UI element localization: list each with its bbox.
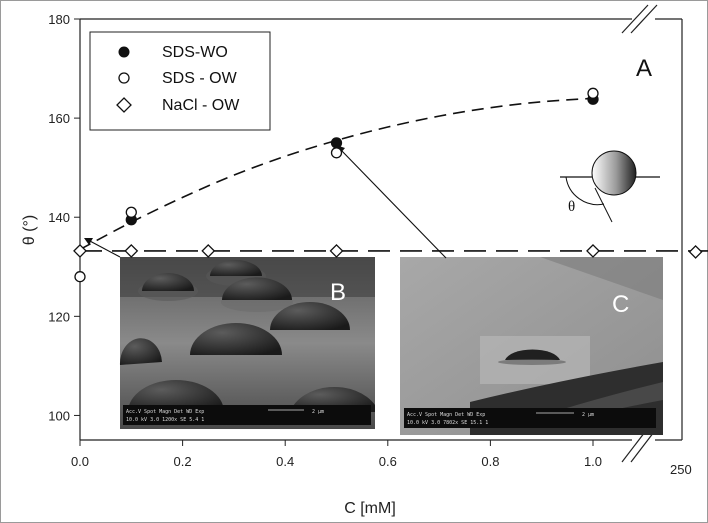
inset-c-meta-line-1: Acc.V Spot Magn Det WD Exp: [407, 412, 485, 418]
panel-label-c: C: [612, 291, 629, 318]
x-break-tick-label: 250: [670, 462, 692, 477]
x-tick-label: 0.8: [481, 454, 499, 469]
marker-nacl-ow: [124, 244, 139, 258]
data-markers: [73, 87, 703, 283]
y-axis-label: θ (°): [21, 215, 38, 245]
arrow-to-origin-head: [84, 238, 93, 245]
legend-marker-sds-ow: [118, 72, 130, 84]
marker-sds-ow: [74, 271, 86, 283]
pointer-arrows: [84, 145, 447, 259]
x-tick-label: 0.6: [379, 454, 397, 469]
arrow-to-sds-point: [339, 148, 447, 259]
angle-symbol: θ: [568, 199, 575, 215]
legend-label-sds-wo: SDS-WO: [162, 44, 228, 61]
x-tick-label: 0.2: [174, 454, 192, 469]
inset-b-image: B Acc.V Spot Magn Det WD Exp 10.0 kV 3.0…: [119, 257, 375, 429]
y-tick-label: 100: [48, 408, 70, 423]
arrow-to-origin: [87, 239, 121, 258]
inset-b-meta-line-2: 10.0 kV 3.0 1200x SE 5.4 1: [126, 417, 204, 423]
marker-nacl-ow: [201, 244, 216, 258]
schematic-tangent-line: [594, 187, 613, 223]
top-break-mark-1: [621, 4, 649, 34]
top-break-mark-2: [630, 4, 658, 34]
inset-c-image: C Acc.V Spot Magn Det WD Exp 10.0 kV 3.0…: [400, 257, 663, 435]
legend-marker-sds-wo: [118, 46, 130, 58]
marker-sds-ow: [125, 206, 137, 218]
marker-nacl-ow: [688, 244, 703, 259]
marker-nacl-ow: [586, 244, 600, 258]
inset-b-scale-label: 2 μm: [312, 409, 324, 415]
y-tick-label: 120: [48, 309, 70, 324]
contact-angle-schematic: θ: [560, 150, 660, 223]
x-tick-label: 0.4: [276, 454, 294, 469]
marker-nacl-ow: [73, 244, 87, 258]
x-tick-label: 0.0: [71, 454, 89, 469]
marker-nacl-ow: [329, 244, 344, 258]
inset-c-scale-label: 2 μm: [582, 412, 594, 418]
y-tick-label: 140: [48, 210, 70, 225]
legend-marker-nacl-ow: [116, 97, 132, 113]
tick-layer: 0.0 0.2 0.4 0.6 0.8 1.0 100 120 140 160 180: [48, 12, 602, 469]
inset-c-meta-line-2: 10.0 kV 3.0 7802x SE 15.1 1: [407, 420, 488, 426]
legend-label-nacl-ow: NaCl - OW: [162, 97, 240, 114]
fit-curve: [79, 97, 594, 251]
droplet-sphere-icon: [591, 150, 637, 196]
legend-label-sds-ow: SDS - OW: [162, 70, 238, 87]
marker-sds-wo: [330, 137, 343, 149]
y-tick-label: 160: [48, 111, 70, 126]
inset-b-meta-line-1: Acc.V Spot Magn Det WD Exp: [126, 409, 204, 415]
marker-sds-ow: [330, 147, 343, 159]
schematic-angle-arc: [565, 176, 605, 206]
x-axis-label: C [mM]: [344, 500, 396, 517]
panel-label-b: B: [330, 279, 346, 306]
y-tick-label: 180: [48, 12, 70, 27]
marker-sds-ow: [587, 87, 599, 99]
legend: SDS-WO SDS - OW NaCl - OW: [89, 31, 271, 131]
x-tick-label: 1.0: [584, 454, 602, 469]
panel-label-a: A: [636, 55, 652, 82]
